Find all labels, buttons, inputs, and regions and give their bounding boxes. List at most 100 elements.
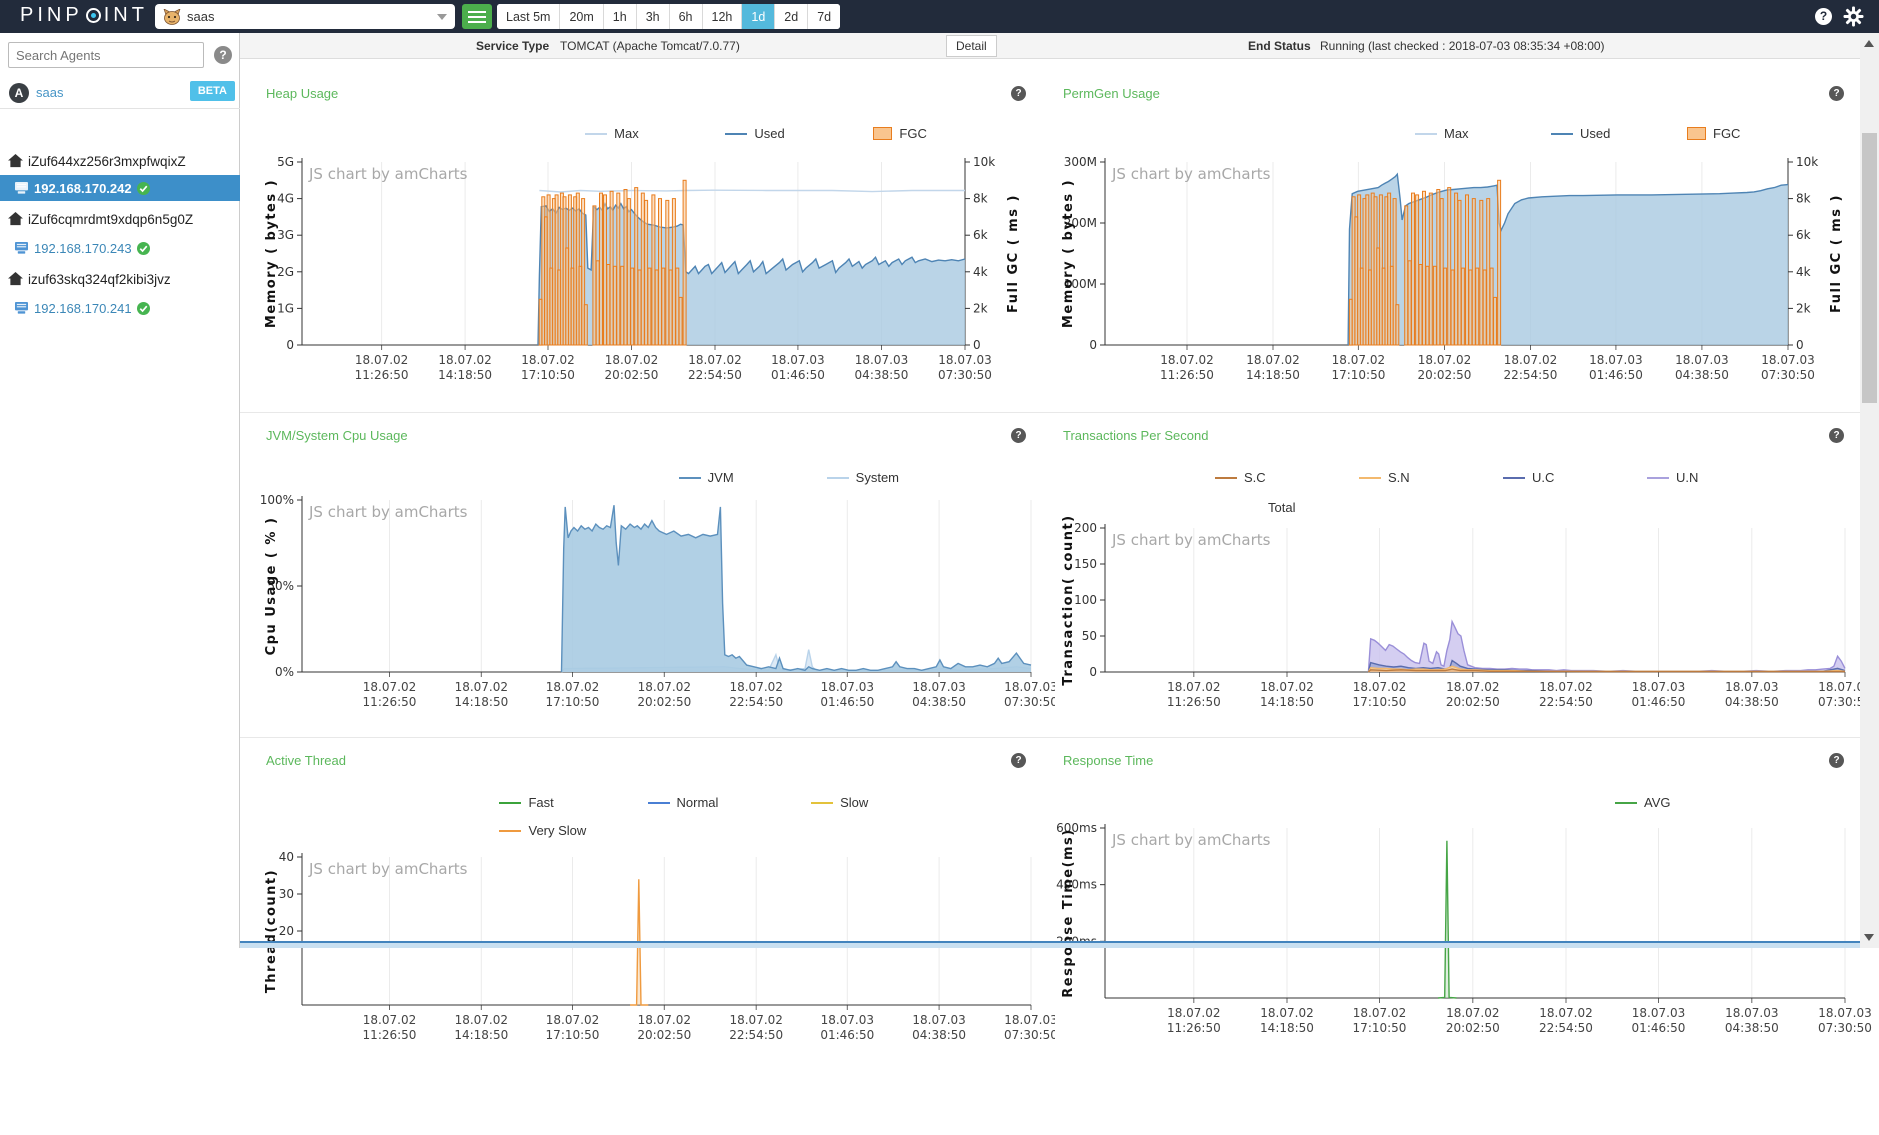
svg-text:50: 50 xyxy=(1082,629,1097,643)
legend-item-u-c[interactable]: U.C xyxy=(1503,470,1554,485)
chart-panel-tps: Transactions Per Second? S.C S.N U.C U.N Tota… xyxy=(1055,420,1872,735)
legend-label: S.C xyxy=(1244,470,1266,485)
scrollbar-thumb[interactable] xyxy=(1862,133,1877,403)
svg-text:20:02:50: 20:02:50 xyxy=(1446,1021,1500,1035)
legend-item-avg[interactable]: AVG xyxy=(1615,795,1671,810)
svg-text:3G: 3G xyxy=(277,228,294,242)
timeline-strip xyxy=(240,941,1860,948)
time-button-12h[interactable]: 12h xyxy=(702,4,743,29)
time-button-3h[interactable]: 3h xyxy=(636,4,670,29)
legend-item-max[interactable]: Max xyxy=(585,126,639,141)
legend-item-fast[interactable]: Fast xyxy=(499,795,554,810)
server-icon xyxy=(15,181,28,194)
svg-text:18.07.03: 18.07.03 xyxy=(1675,353,1728,367)
svg-text:18.07.02: 18.07.02 xyxy=(1260,1006,1313,1020)
legend-item-u-n[interactable]: U.N xyxy=(1647,470,1698,485)
application-selector-dropdown[interactable]: saas xyxy=(155,4,455,29)
search-agents-input[interactable] xyxy=(8,42,204,68)
svg-text:11:26:50: 11:26:50 xyxy=(1167,695,1221,709)
host-icon xyxy=(8,212,23,226)
application-list-button[interactable] xyxy=(462,4,492,29)
legend-item-very-slow[interactable]: Very Slow xyxy=(499,823,586,838)
legend-label: System xyxy=(855,470,899,485)
scrollbar-down-arrow[interactable] xyxy=(1864,934,1874,941)
chart-help-icon[interactable]: ? xyxy=(1829,428,1844,443)
svg-text:01:46:50: 01:46:50 xyxy=(1632,695,1686,709)
time-button-7d[interactable]: 7d xyxy=(808,4,841,29)
sidebar-host-izuf63skq324qf2kibi3jvz[interactable]: izuf63skq324qf2kibi3jvz xyxy=(0,265,240,293)
svg-text:4k: 4k xyxy=(973,265,988,279)
legend-item-s-c[interactable]: S.C xyxy=(1215,470,1266,485)
chart-help-icon[interactable]: ? xyxy=(1011,753,1026,768)
svg-text:07:30:50: 07:30:50 xyxy=(1004,695,1058,709)
chart-title-active-thread: Active Thread xyxy=(266,753,346,768)
sidebar-application-row[interactable]: A saas BETA xyxy=(0,77,240,109)
help-icon[interactable]: ? xyxy=(1815,8,1832,25)
svg-text:0: 0 xyxy=(1089,665,1097,679)
legend-swatch xyxy=(1647,476,1669,479)
scrollbar-up-arrow[interactable] xyxy=(1864,40,1874,47)
svg-text:04:38:50: 04:38:50 xyxy=(1725,1021,1779,1035)
time-button-1h[interactable]: 1h xyxy=(603,4,637,29)
svg-text:18.07.02: 18.07.02 xyxy=(1167,680,1220,694)
row-divider xyxy=(240,737,1860,738)
sidebar-host-iZuf644xz256r3mxpfwqixZ[interactable]: iZuf644xz256r3mxpfwqixZ xyxy=(0,147,240,175)
sidebar-host-iZuf6cqmrdmt9xdqp6n5g0Z[interactable]: iZuf6cqmrdmt9xdqp6n5g0Z xyxy=(0,205,240,233)
legend-item-jvm[interactable]: JVM xyxy=(678,470,734,485)
chart-help-icon[interactable]: ? xyxy=(1829,86,1844,101)
svg-text:8k: 8k xyxy=(1796,192,1811,206)
svg-text:Full GC ( ms ): Full GC ( ms ) xyxy=(1006,194,1021,313)
time-button-2d[interactable]: 2d xyxy=(775,4,809,29)
time-button-1d-active[interactable]: 1d xyxy=(742,4,776,29)
legend-label: Normal xyxy=(676,795,719,810)
svg-text:01:46:50: 01:46:50 xyxy=(820,1028,874,1042)
chart-help-icon[interactable]: ? xyxy=(1011,428,1026,443)
svg-text:100%: 100% xyxy=(260,493,294,507)
legend-swatch xyxy=(811,801,834,804)
amcharts-watermark: JS chart by amCharts xyxy=(1111,165,1271,183)
svg-text:04:38:50: 04:38:50 xyxy=(912,1028,966,1042)
search-help-icon[interactable]: ? xyxy=(214,46,232,64)
legend-item-fgc[interactable]: FGC xyxy=(873,126,927,141)
legend-item-used[interactable]: Used xyxy=(1551,126,1610,141)
time-button-20m[interactable]: 20m xyxy=(560,4,604,29)
legend-item-total[interactable]: Total xyxy=(1239,500,1295,515)
legend-item-used[interactable]: Used xyxy=(725,126,785,141)
time-button-6h[interactable]: 6h xyxy=(669,4,703,29)
legend-item-normal[interactable]: Normal xyxy=(647,795,719,810)
legend-swatch xyxy=(585,132,608,135)
svg-text:Memory ( bytes ): Memory ( bytes ) xyxy=(264,179,279,328)
service-type-label: Service Type xyxy=(476,39,550,53)
svg-text:4G: 4G xyxy=(277,192,294,206)
svg-text:22:54:50: 22:54:50 xyxy=(729,1028,783,1042)
legend-item-s-n[interactable]: S.N xyxy=(1359,470,1410,485)
legend-item-fgc[interactable]: FGC xyxy=(1687,126,1740,141)
detail-button[interactable]: Detail xyxy=(946,35,997,57)
svg-text:Full GC ( ms ): Full GC ( ms ) xyxy=(1829,194,1844,313)
chart-help-icon[interactable]: ? xyxy=(1011,86,1026,101)
svg-text:0: 0 xyxy=(1796,338,1804,352)
legend-item-max[interactable]: Max xyxy=(1415,126,1469,141)
svg-text:14:18:50: 14:18:50 xyxy=(1260,695,1314,709)
gear-icon[interactable] xyxy=(1843,6,1864,27)
svg-text:18.07.02: 18.07.02 xyxy=(1167,1006,1220,1020)
svg-text:18.07.02: 18.07.02 xyxy=(1353,1006,1406,1020)
sidebar-agent-192.168.170.241[interactable]: 192.168.170.241 xyxy=(0,295,240,321)
svg-text:1G: 1G xyxy=(277,301,294,315)
svg-text:18.07.02: 18.07.02 xyxy=(688,353,741,367)
application-avatar: A xyxy=(9,82,29,103)
tree-item-label: 192.168.170.243 xyxy=(34,240,132,256)
time-button-last5m[interactable]: Last 5m xyxy=(497,4,561,29)
sidebar-agent-192.168.170.243[interactable]: 192.168.170.243 xyxy=(0,235,240,261)
svg-text:17:10:50: 17:10:50 xyxy=(521,368,575,382)
svg-text:04:38:50: 04:38:50 xyxy=(912,695,966,709)
legend-label: S.N xyxy=(1388,470,1410,485)
server-icon xyxy=(15,241,28,254)
chart-help-icon[interactable]: ? xyxy=(1829,753,1844,768)
legend-item-slow[interactable]: Slow xyxy=(811,795,868,810)
vertical-scrollbar[interactable] xyxy=(1860,33,1879,948)
sidebar-agent-192.168.170.242[interactable]: 192.168.170.242 xyxy=(0,175,240,201)
tree-item-label: 192.168.170.241 xyxy=(34,300,132,316)
legend-item-system[interactable]: System xyxy=(826,470,899,485)
svg-text:11:26:50: 11:26:50 xyxy=(1167,1021,1221,1035)
